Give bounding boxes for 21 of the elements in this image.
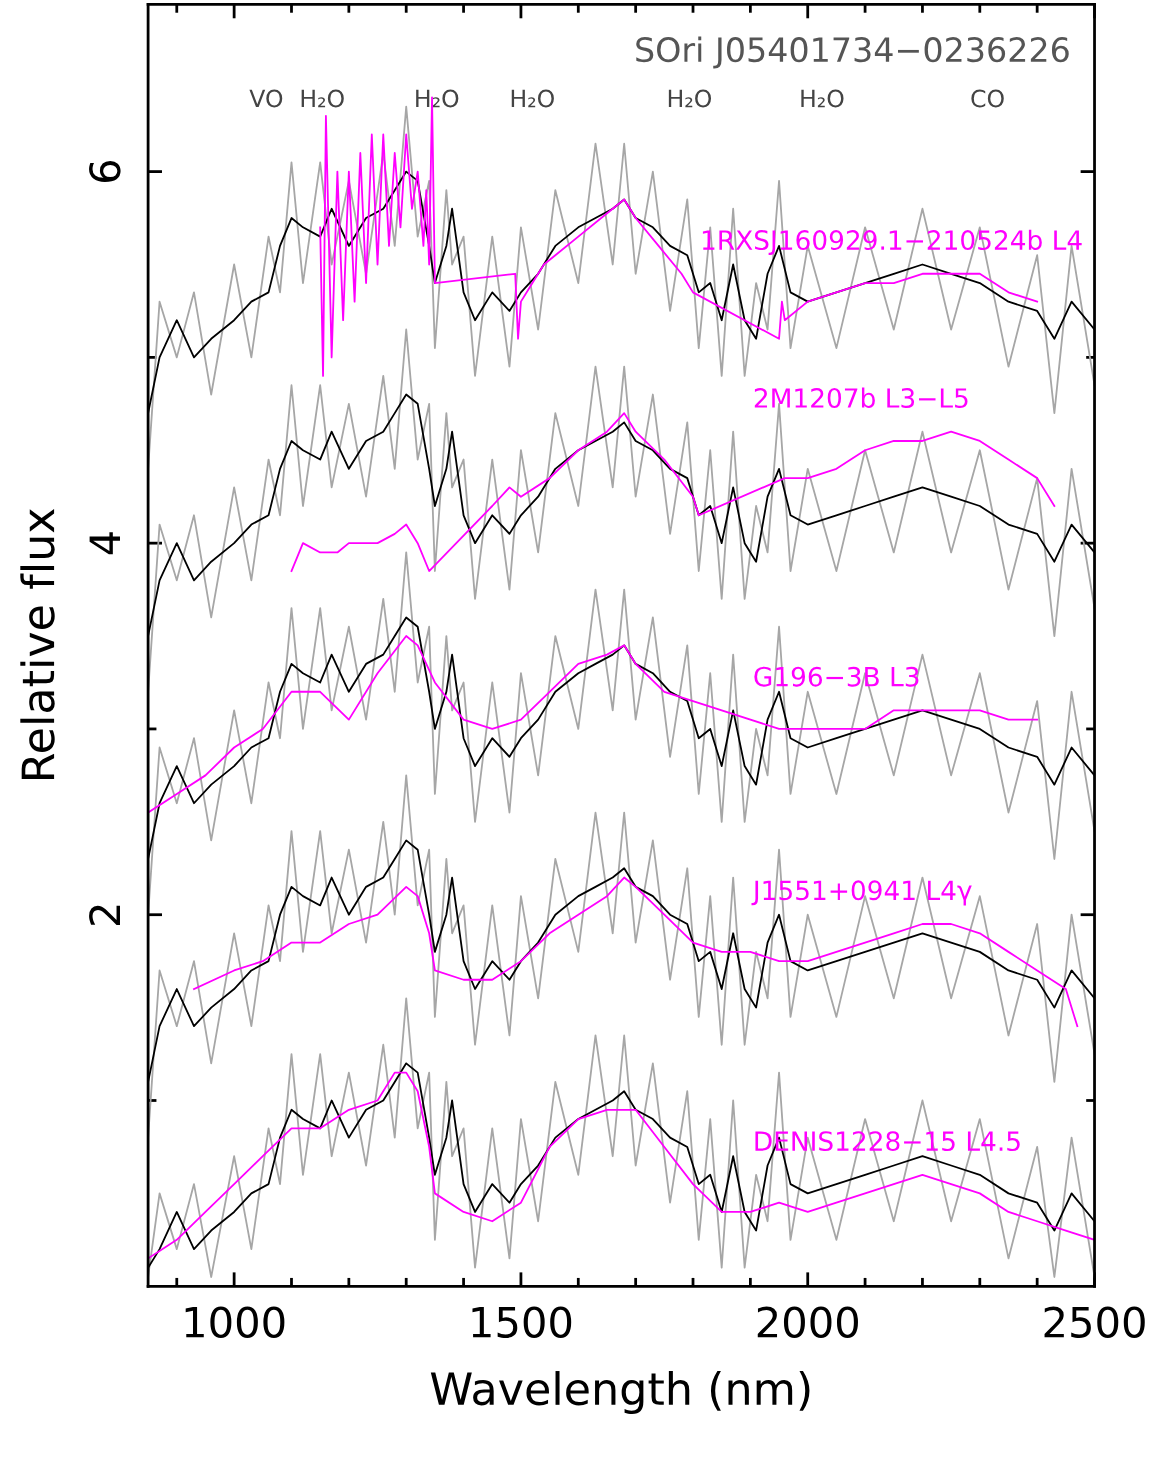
text: SOri J05401734−0236226 [636, 36, 1069, 69]
series-label: J1551+0941 L4γ [751, 880, 972, 906]
annotation: H₂O [416, 89, 459, 108]
x-tick-label: 1500 [472, 1306, 572, 1338]
annotation: VO [249, 89, 283, 108]
annotation: H₂O [801, 89, 844, 108]
x-axis-title: Wavelength (nm) [430, 1371, 810, 1415]
y-tick-label: 4 [89, 532, 120, 555]
y-tick-label: 6 [89, 160, 121, 182]
annotation: CO [971, 89, 1004, 108]
annotation: H₂O [511, 89, 554, 108]
x-tick-label: 2000 [757, 1306, 858, 1338]
annotation: H₂O [301, 89, 344, 108]
series-label: 1RXSJ160929.1−210524b L4 [702, 229, 1082, 255]
annotation: H₂O [668, 89, 712, 108]
x-tick-label: 1000 [185, 1306, 285, 1338]
y-axis-title: Relative flux [20, 508, 55, 779]
series-label: 2M1207b L3−L5 [754, 387, 968, 408]
y-tick-label: 2 [89, 905, 120, 925]
x-tick-label: 2500 [1044, 1306, 1145, 1338]
series-label: G196−3B L3 [754, 666, 919, 687]
